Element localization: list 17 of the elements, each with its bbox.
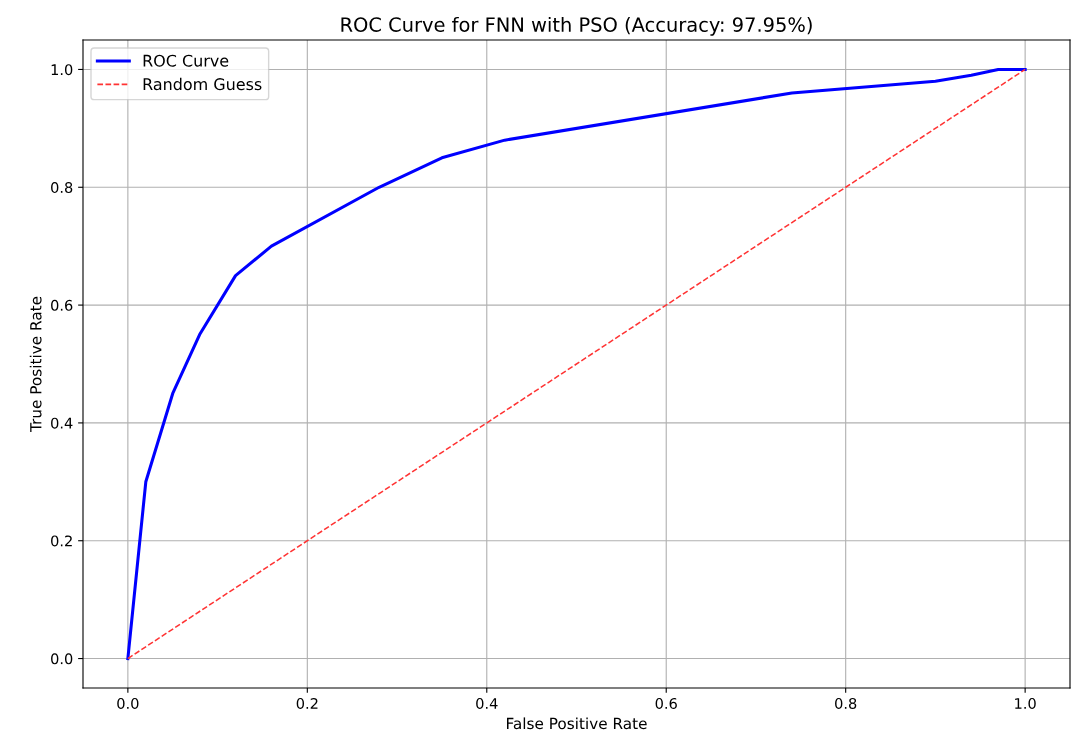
x-tick-label: 0.6 — [655, 697, 677, 710]
x-tick-label: 0.0 — [117, 697, 139, 710]
legend-label: ROC Curve — [143, 54, 229, 67]
y-tick-label: 0.8 — [51, 181, 73, 194]
y-tick-label: 1.0 — [51, 64, 73, 76]
x-tick-label: 1.0 — [1015, 697, 1036, 710]
legend-label: Random Guess — [143, 77, 262, 91]
x-tick-label: 0.4 — [476, 697, 498, 710]
x-axis-title: False Positive Rate — [507, 717, 647, 730]
chart-title: ROC Curve for FNN with PSO (Accuracy: 97.95%) — [341, 16, 812, 36]
y-tick-label: 0.4 — [51, 417, 73, 429]
x-tick-label: 0.8 — [835, 697, 857, 710]
y-tick-label: 0.2 — [51, 535, 72, 547]
y-tick-label: 0.0 — [51, 653, 73, 665]
y-axis-title: True Positive Rate — [29, 296, 42, 433]
x-tick-label: 0.2 — [296, 697, 318, 710]
y-tick-label: 0.6 — [51, 299, 73, 311]
